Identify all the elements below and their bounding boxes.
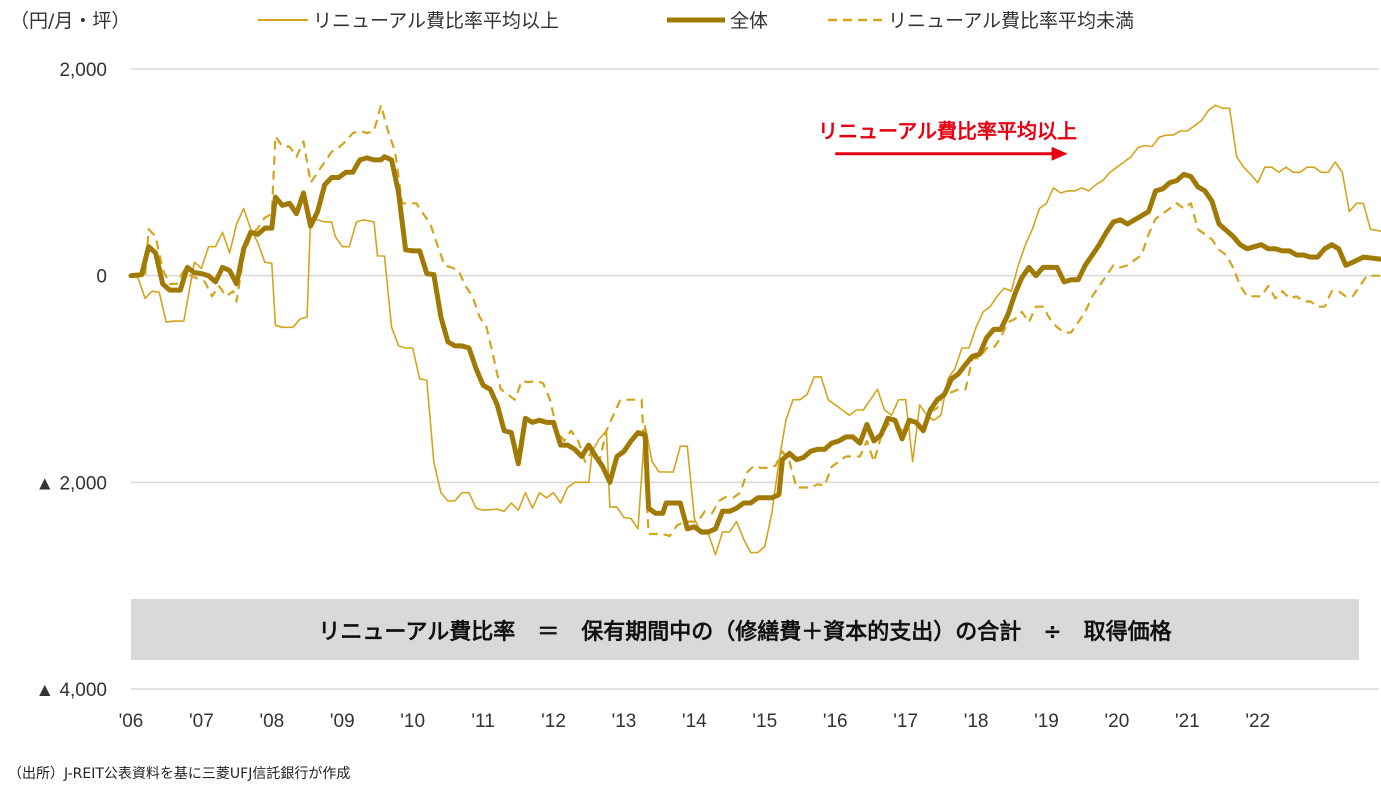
series-line-overall <box>128 154 1381 535</box>
y-tick-label: ▲ 2,000 <box>35 473 107 494</box>
annotation: リニューアル費比率平均以上 <box>818 119 1077 161</box>
x-tick-label: '06 <box>119 711 144 732</box>
x-tick-label: '19 <box>1034 711 1059 732</box>
annotation-label: リニューアル費比率平均以上 <box>818 119 1077 143</box>
x-tick-label: '15 <box>752 711 777 732</box>
source-note: （出所）J-REIT公表資料を基に三菱UFJ信託銀行が作成 <box>8 765 350 782</box>
y-tick-label: ▲ 4,000 <box>35 680 107 701</box>
legend: リニューアル費比率平均以上 全体 リニューアル費比率平均未満 <box>258 10 1134 32</box>
x-tick-label: '10 <box>400 711 425 732</box>
formula-box <box>131 599 1359 660</box>
x-tick-label: '20 <box>1105 711 1130 732</box>
series-line-above-average <box>130 104 1381 556</box>
x-tick-label: '09 <box>330 711 355 732</box>
y-tick-label: 0 <box>96 267 107 288</box>
legend-label-below-average: リニューアル費比率平均未満 <box>888 10 1134 32</box>
legend-label-above-average: リニューアル費比率平均以上 <box>313 10 559 32</box>
x-tick-label: '11 <box>471 711 494 732</box>
y-axis-tick-labels: 2,000 0 ▲ 2,000 ▲ 4,000 <box>35 60 107 701</box>
grid-lines <box>131 68 1379 690</box>
y-tick-label: 2,000 <box>59 60 107 81</box>
legend-label-overall: 全体 <box>730 10 768 32</box>
x-tick-label: '16 <box>823 711 848 732</box>
annotation-arrow-head <box>1051 146 1068 161</box>
x-tick-label: '12 <box>541 711 566 732</box>
x-tick-label: '14 <box>682 711 707 732</box>
x-tick-label: '17 <box>893 711 918 732</box>
x-tick-label: '07 <box>189 711 214 732</box>
series-lines <box>128 104 1381 556</box>
formula-text: リニューアル費比率 ＝ 保有期間中の（修繕費＋資本的支出）の合計 ÷ 取得価格 <box>318 619 1172 645</box>
x-tick-label: '13 <box>612 711 637 732</box>
x-tick-label: '22 <box>1245 711 1270 732</box>
x-tick-label: '08 <box>259 711 284 732</box>
x-tick-label: '21 <box>1175 711 1200 732</box>
x-axis-tick-labels: '06 '07 '08 '09 '10 '11 '12 '13 '14 '15 '16 '17 '18 '… <box>119 711 1271 732</box>
series-line-below-average <box>131 104 1381 538</box>
x-tick-label: '18 <box>964 711 989 732</box>
y-unit-label: （円/月・坪） <box>10 10 130 32</box>
